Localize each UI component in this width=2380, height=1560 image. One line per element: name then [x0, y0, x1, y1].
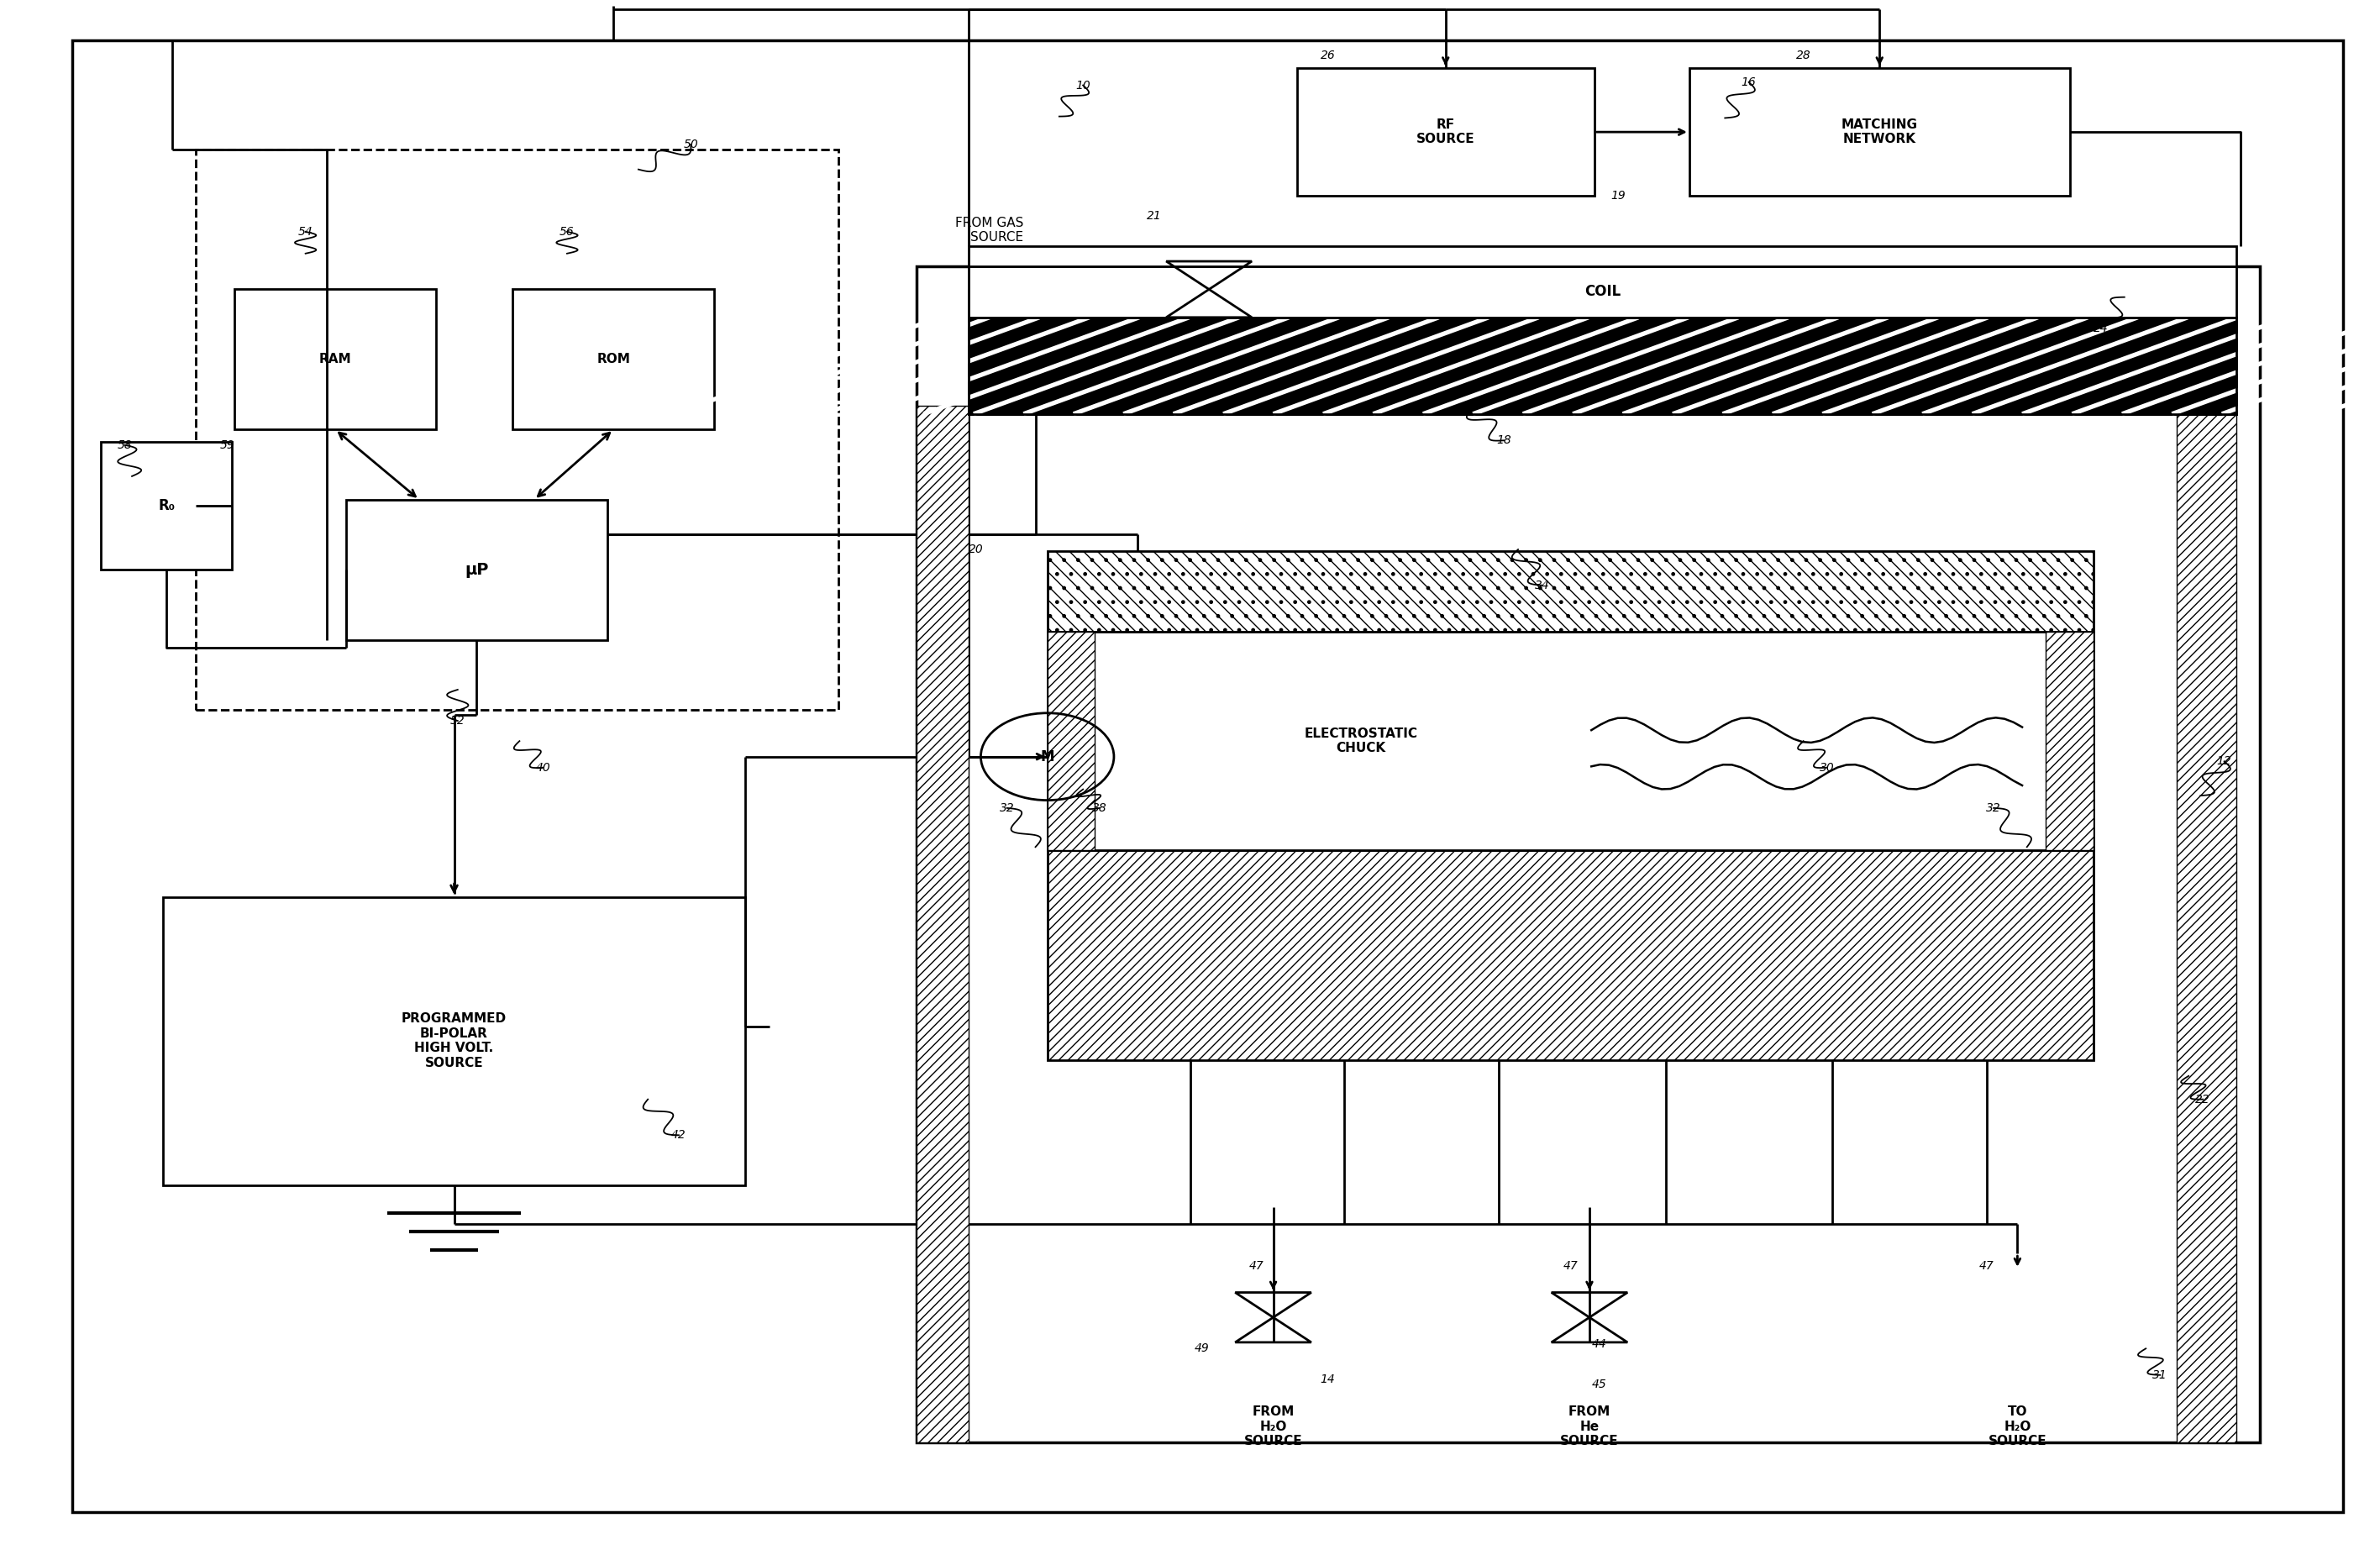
Bar	[100, 441, 231, 569]
Text: 40: 40	[536, 761, 550, 774]
Text: 56: 56	[559, 226, 574, 237]
Text: 58: 58	[117, 440, 133, 451]
Text: 47: 47	[1980, 1260, 1994, 1271]
Text: MATCHING
NETWORK: MATCHING NETWORK	[1842, 119, 1918, 145]
Text: R₀: R₀	[157, 498, 174, 513]
Text: 59: 59	[219, 440, 236, 451]
Text: FROM
H₂O
SOURCE: FROM H₂O SOURCE	[1245, 1406, 1302, 1448]
Text: 22: 22	[2194, 1094, 2211, 1104]
Bar	[1047, 632, 1095, 850]
Bar	[233, 289, 436, 429]
Text: 10: 10	[1076, 80, 1090, 90]
Bar	[162, 897, 745, 1186]
Text: 32: 32	[1987, 802, 2002, 814]
Text: FROM GAS
SOURCE: FROM GAS SOURCE	[954, 217, 1023, 243]
Text: 12: 12	[2216, 755, 2232, 768]
Bar	[2047, 632, 2094, 850]
Text: 30: 30	[1821, 761, 1835, 774]
Text: 45: 45	[1592, 1379, 1606, 1390]
Text: 47: 47	[1564, 1260, 1578, 1271]
Bar	[195, 150, 838, 710]
Bar	[2178, 265, 2237, 1441]
Text: FROM
He
SOURCE: FROM He SOURCE	[1561, 1406, 1618, 1448]
Text: TO
H₂O
SOURCE: TO H₂O SOURCE	[1987, 1406, 2047, 1448]
Bar	[916, 265, 2261, 1441]
Text: PROGRAMMED
BI-POLAR
HIGH VOLT.
SOURCE: PROGRAMMED BI-POLAR HIGH VOLT. SOURCE	[402, 1012, 507, 1069]
Text: 26: 26	[1321, 50, 1335, 61]
Text: 31: 31	[2152, 1370, 2168, 1381]
Text: 44: 44	[1592, 1338, 1606, 1349]
Bar	[1047, 551, 2094, 632]
Bar	[1690, 69, 2071, 197]
Text: 54: 54	[298, 226, 312, 237]
Bar	[1297, 69, 1595, 197]
Text: 32: 32	[1000, 802, 1014, 814]
Text: 34: 34	[1535, 579, 1549, 591]
Text: 49: 49	[1195, 1343, 1209, 1354]
Text: 20: 20	[969, 543, 983, 555]
Text: 18: 18	[1497, 435, 1511, 446]
Text: μP: μP	[464, 562, 488, 577]
Text: ROM: ROM	[597, 353, 631, 365]
Text: 38: 38	[1092, 802, 1107, 814]
Bar	[345, 499, 607, 640]
Bar	[512, 289, 714, 429]
Bar	[916, 406, 969, 1441]
Bar	[969, 265, 2237, 317]
Text: 24: 24	[2092, 323, 2109, 334]
Text: ELECTROSTATIC
CHUCK: ELECTROSTATIC CHUCK	[1304, 727, 1418, 755]
Text: RAM: RAM	[319, 353, 352, 365]
Text: 28: 28	[1797, 50, 1811, 61]
Bar	[969, 317, 2237, 413]
Bar	[1047, 632, 2094, 850]
Text: 52: 52	[450, 714, 464, 727]
Text: RF
SOURCE: RF SOURCE	[1416, 119, 1476, 145]
Text: 42: 42	[671, 1129, 685, 1140]
Text: 19: 19	[1611, 190, 1626, 201]
Text: 16: 16	[1742, 76, 1756, 87]
Text: COIL: COIL	[1585, 284, 1621, 300]
Bar	[969, 246, 2237, 265]
Bar	[969, 317, 2237, 413]
Bar	[1047, 850, 2094, 1061]
Text: 14: 14	[1321, 1374, 1335, 1385]
Text: M: M	[1040, 749, 1054, 764]
Text: 47: 47	[1250, 1260, 1264, 1271]
Text: 50: 50	[683, 139, 697, 150]
Text: 21: 21	[1147, 211, 1161, 222]
